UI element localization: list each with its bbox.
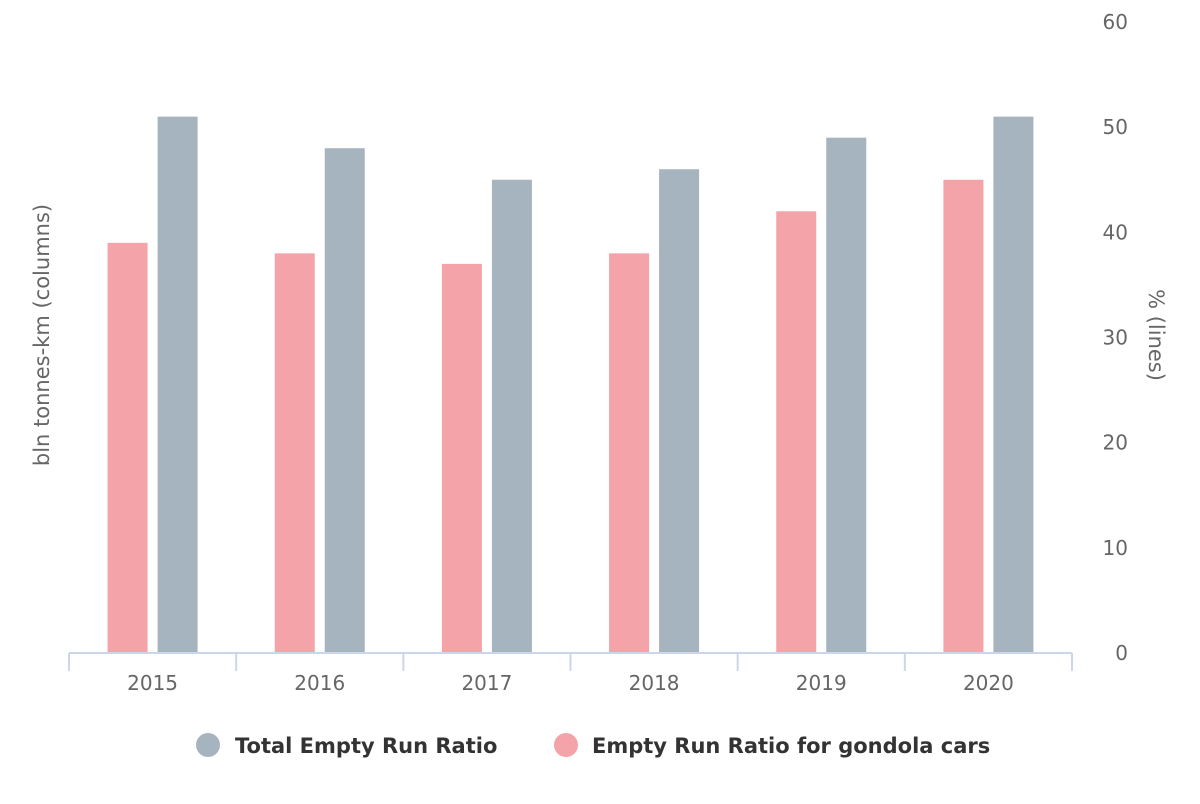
bar-total-empty-run-ratio-2015[interactable] bbox=[157, 116, 198, 653]
legend-marker-total[interactable] bbox=[196, 733, 220, 757]
bar-total-empty-run-ratio-2017[interactable] bbox=[491, 179, 532, 653]
x-tick-label-2018: 2018 bbox=[629, 671, 680, 695]
right-axis-title: % (lines) bbox=[1144, 289, 1168, 381]
legend-label-total[interactable]: Total Empty Run Ratio bbox=[235, 734, 497, 758]
bar-empty-run-ratio-for-gondola-cars-2020[interactable] bbox=[943, 179, 984, 653]
x-tick-label-2020: 2020 bbox=[963, 671, 1014, 695]
bar-empty-run-ratio-for-gondola-cars-2015[interactable] bbox=[107, 242, 148, 653]
y-tick-label-0: 0 bbox=[1115, 641, 1128, 665]
y-tick-label-40: 40 bbox=[1103, 220, 1128, 244]
x-tick-label-2016: 2016 bbox=[294, 671, 345, 695]
y-tick-label-30: 30 bbox=[1103, 326, 1128, 350]
left-axis-title: bln tonnes-km (columns) bbox=[30, 204, 54, 466]
bar-total-empty-run-ratio-2018[interactable] bbox=[659, 169, 700, 653]
legend-label-gondola[interactable]: Empty Run Ratio for gondola cars bbox=[592, 734, 990, 758]
x-tick-label-2017: 2017 bbox=[461, 671, 512, 695]
bar-total-empty-run-ratio-2016[interactable] bbox=[324, 148, 365, 653]
y-tick-label-10: 10 bbox=[1103, 536, 1128, 560]
x-axis-ticks bbox=[68, 653, 1073, 671]
y-tick-label-50: 50 bbox=[1103, 115, 1128, 139]
bar-total-empty-run-ratio-2020[interactable] bbox=[993, 116, 1034, 653]
legend: Total Empty Run Ratio Empty Run Ratio fo… bbox=[196, 733, 990, 758]
x-axis-labels: 2015 2016 2017 2018 2019 2020 bbox=[127, 671, 1014, 695]
x-tick-label-2019: 2019 bbox=[796, 671, 847, 695]
bar-total-empty-run-ratio-2019[interactable] bbox=[826, 137, 867, 653]
legend-marker-gondola[interactable] bbox=[554, 733, 578, 757]
bar-empty-run-ratio-for-gondola-cars-2017[interactable] bbox=[441, 263, 482, 653]
bars-group bbox=[107, 116, 1034, 654]
right-y-axis-labels: 0 10 20 30 40 50 60 bbox=[1103, 10, 1128, 665]
y-tick-label-20: 20 bbox=[1103, 431, 1128, 455]
bar-empty-run-ratio-for-gondola-cars-2019[interactable] bbox=[776, 211, 817, 654]
x-tick-label-2015: 2015 bbox=[127, 671, 178, 695]
bar-empty-run-ratio-for-gondola-cars-2016[interactable] bbox=[274, 253, 315, 653]
y-tick-label-60: 60 bbox=[1103, 10, 1128, 34]
bar-empty-run-ratio-for-gondola-cars-2018[interactable] bbox=[609, 253, 650, 653]
